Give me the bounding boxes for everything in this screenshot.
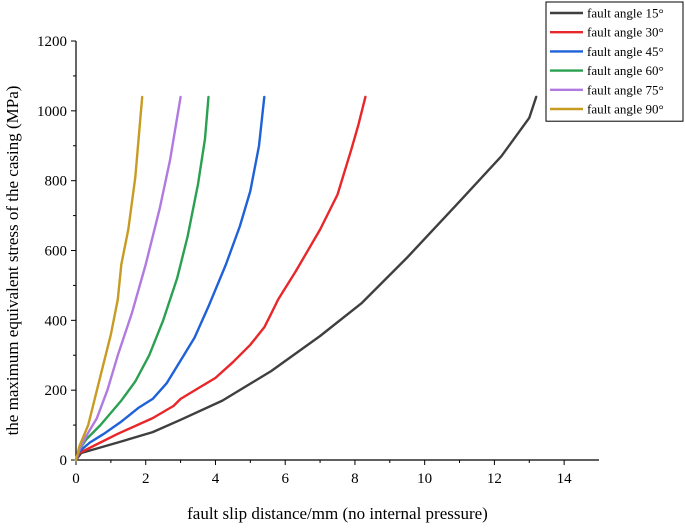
series-line-2 xyxy=(74,95,367,462)
y-tick-label: 1200 xyxy=(37,34,67,50)
series-line-5 xyxy=(74,95,182,462)
x-axis-title: fault slip distance/mm (no internal pres… xyxy=(187,504,488,523)
legend-label-2: fault angle 30° xyxy=(587,25,664,40)
series-layer xyxy=(74,95,538,462)
x-tick-label: 8 xyxy=(351,471,359,487)
x-tick-label: 10 xyxy=(417,471,432,487)
y-tick-label: 1000 xyxy=(37,104,67,120)
legend-label-3: fault angle 45° xyxy=(587,44,664,59)
y-tick-label: 800 xyxy=(45,174,68,190)
y-tick-label: 200 xyxy=(45,383,68,399)
y-tick-label: 600 xyxy=(45,244,68,260)
series-line-4 xyxy=(74,95,210,462)
y-axis-title: the maximum equivalent stress of the cas… xyxy=(3,86,22,436)
legend-label-6: fault angle 90° xyxy=(587,102,664,117)
axes: 0 2 4 6 8 10 12 14 0 200 400 600 800 1000 1200 xyxy=(37,34,599,487)
legend-label-4: fault angle 60° xyxy=(587,63,664,78)
x-tick-label: 12 xyxy=(487,471,502,487)
x-tick-label: 6 xyxy=(281,471,289,487)
y-tick-label: 400 xyxy=(45,313,68,329)
x-tick-label: 0 xyxy=(72,471,80,487)
legend-label-5: fault angle 75° xyxy=(587,82,664,97)
x-tick-label: 14 xyxy=(557,471,573,487)
legend-label-1: fault angle 15° xyxy=(587,6,664,21)
series-line-6 xyxy=(74,95,144,462)
x-tick-label: 4 xyxy=(212,471,220,487)
series-line-1 xyxy=(74,95,538,462)
legend-box xyxy=(545,1,684,122)
y-tick-label: 0 xyxy=(60,453,68,469)
series-line-3 xyxy=(74,95,266,462)
legend: fault angle 15° fault angle 30° fault angl… xyxy=(545,1,684,122)
x-tick-label: 2 xyxy=(142,471,150,487)
